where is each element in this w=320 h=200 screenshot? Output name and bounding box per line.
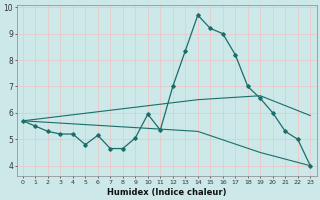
X-axis label: Humidex (Indice chaleur): Humidex (Indice chaleur) [107, 188, 226, 197]
